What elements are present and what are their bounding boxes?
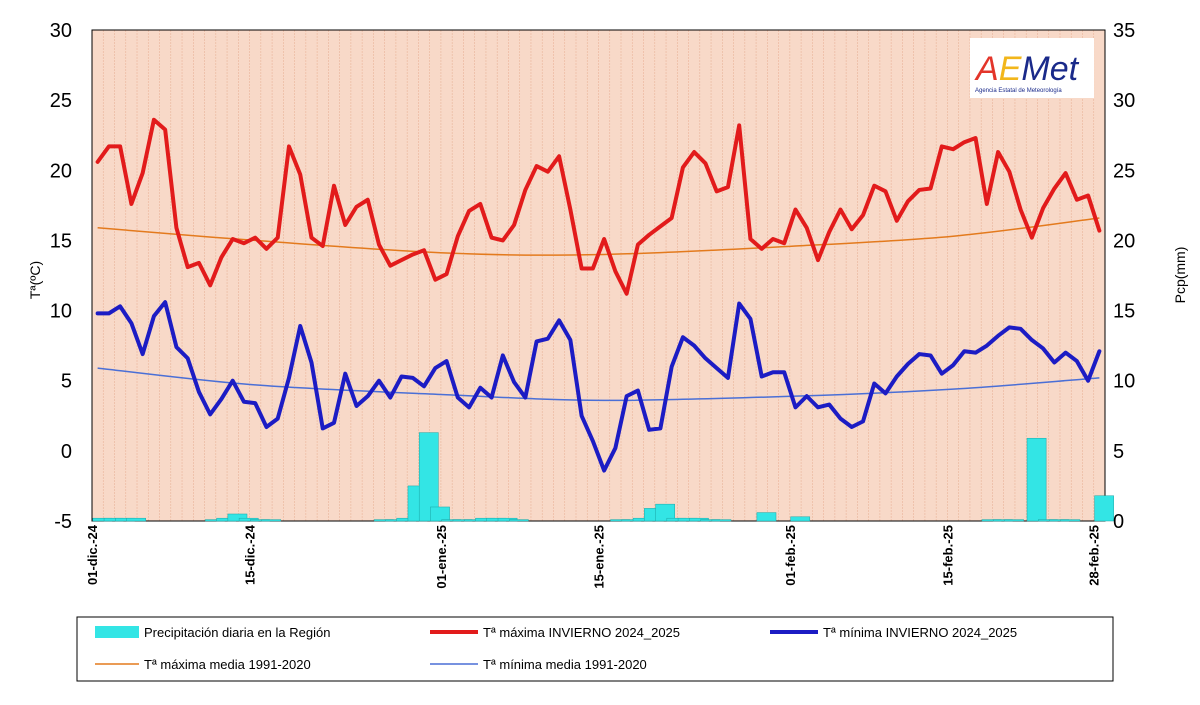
legend-item-tmin-mean: Tª mínima media 1991-2020 [430, 657, 647, 672]
x-tick-label: 01-feb.-25 [783, 525, 798, 586]
precip-bar [418, 432, 439, 522]
y-tick-label: 25 [50, 90, 72, 112]
precip-bar [1060, 519, 1081, 522]
logo-text: AEMet [974, 50, 1080, 88]
y-axis-label: Tª(ºC) [27, 261, 43, 299]
legend-item-tmax-mean: Tª máxima media 1991-2020 [95, 657, 311, 672]
legend-item-precip: Precipitación diaria en la Región [95, 625, 330, 640]
left-axis-ticks: 30 25 20 15 10 5 0 -5 [50, 20, 72, 533]
precip-bar [126, 517, 146, 522]
precip-bar [430, 506, 450, 522]
svg-text:Tª máxima media 1991-2020: Tª máxima media 1991-2020 [144, 657, 311, 672]
y-tick-label: 5 [61, 371, 72, 393]
y2-tick-label: 20 [1113, 230, 1135, 252]
precip-bar [261, 519, 282, 522]
aemet-logo: AEMet Agencia Estatal de Meteorología [970, 38, 1094, 98]
svg-text:Tª mínima INVIERNO 2024_2025: Tª mínima INVIERNO 2024_2025 [823, 625, 1017, 640]
precip-bar [1026, 437, 1047, 522]
y2-tick-label: 25 [1113, 160, 1135, 182]
precip-bar [756, 512, 777, 522]
tmin-mean-line [97, 367, 1100, 402]
y-tick-label: 30 [50, 20, 72, 42]
precipitation-bars [92, 432, 1114, 522]
tmin-line [95, 300, 1102, 473]
y2-tick-label: 15 [1113, 301, 1135, 323]
svg-text:Tª máxima INVIERNO 2024_2025: Tª máxima INVIERNO 2024_2025 [483, 625, 680, 640]
legend-item-tmin: Tª mínima INVIERNO 2024_2025 [770, 625, 1017, 640]
x-tick-label: 15-dic.-24 [243, 524, 258, 585]
temperature-lines [95, 117, 1102, 473]
y2-tick-label: 10 [1113, 371, 1135, 393]
precip-bar [1004, 519, 1024, 522]
svg-text:Precipitación diaria en la Reg: Precipitación diaria en la Región [144, 625, 330, 640]
tmax-line [95, 117, 1102, 296]
plot-area [91, 29, 1106, 522]
y2-tick-label: 35 [1113, 20, 1135, 42]
y-tick-label: 20 [50, 160, 72, 182]
svg-text:Tª mínima media 1991-2020: Tª mínima media 1991-2020 [483, 657, 647, 672]
y2-axis-label: Pcp(mm) [1172, 247, 1188, 304]
right-axis-ticks: 35 30 25 20 15 10 5 0 [1113, 20, 1135, 533]
logo-subtitle: Agencia Estatal de Meteorología [975, 88, 1062, 94]
precip-bar [711, 519, 732, 522]
x-tick-label: 28-feb.-25 [1087, 525, 1102, 586]
x-tick-label: 15-ene.-25 [592, 525, 607, 589]
precip-bar [790, 516, 811, 522]
x-axis-ticks: 01-dic.-24 15-dic.-24 01-ene.-25 15-ene.-25… [85, 524, 1102, 588]
x-tick-label: 01-ene.-25 [434, 525, 449, 589]
y2-tick-label: 30 [1113, 90, 1135, 112]
y2-tick-label: 5 [1113, 441, 1124, 463]
legend-item-tmax: Tª máxima INVIERNO 2024_2025 [430, 625, 680, 640]
x-tick-label: 15-feb.-25 [940, 525, 955, 586]
y2-tick-label: 0 [1113, 511, 1124, 533]
y-tick-label: -5 [54, 511, 72, 533]
precip-bar [509, 519, 529, 522]
precip-bar [1094, 495, 1114, 522]
legend: Precipitación diaria en la Región Tª máx… [76, 616, 1114, 682]
x-tick-label: 01-dic.-24 [85, 524, 100, 585]
precip-bar [655, 503, 675, 522]
y-tick-label: 10 [50, 301, 72, 323]
precip-bar [227, 513, 248, 522]
y-tick-label: 15 [50, 230, 72, 252]
y-tick-label: 0 [61, 441, 72, 463]
plot-border [91, 29, 1106, 522]
